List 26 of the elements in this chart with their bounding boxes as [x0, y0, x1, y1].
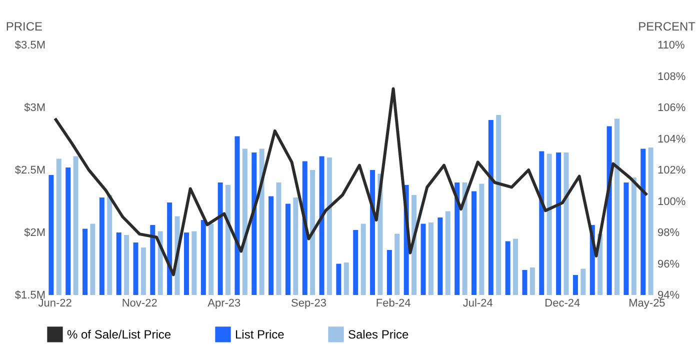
y2-tick-label: 104% — [658, 133, 686, 146]
y2-tick-label: 96% — [658, 258, 680, 270]
y2-tick-label: 106% — [658, 102, 686, 114]
x-tick-label: Jul-24 — [462, 298, 493, 310]
x-tick-label: May-25 — [628, 298, 666, 310]
line-series — [54, 87, 648, 276]
y-tick-label: $2.5M — [14, 164, 46, 176]
y-axis-title: PRICE — [6, 20, 42, 34]
y-tick-label: $2M — [24, 227, 46, 239]
y2-tick-label: 100% — [658, 196, 686, 208]
y2-axis-title: PERCENT — [638, 20, 696, 34]
x-tick-label: Jun-22 — [38, 298, 72, 310]
y2-tick-label: 110% — [658, 40, 686, 52]
legend-label: List Price — [235, 327, 285, 342]
y-tick-label: $3.5M — [14, 40, 46, 52]
x-tick-label: Nov-22 — [122, 298, 158, 310]
y-tick-label: $3M — [24, 102, 46, 114]
legend-label: % of Sale/List Price — [67, 327, 172, 342]
y2-tick-label: 102% — [658, 164, 686, 176]
x-tick-label: Feb-24 — [376, 298, 411, 310]
x-tick-label: Apr-23 — [208, 298, 241, 310]
x-tick-label: Dec-24 — [544, 298, 580, 310]
y2-tick-label: 98% — [658, 227, 680, 239]
legend-label: Sales Price — [348, 327, 410, 342]
y2-tick-label: 108% — [658, 70, 686, 83]
x-tick-label: Sep-23 — [290, 298, 326, 310]
